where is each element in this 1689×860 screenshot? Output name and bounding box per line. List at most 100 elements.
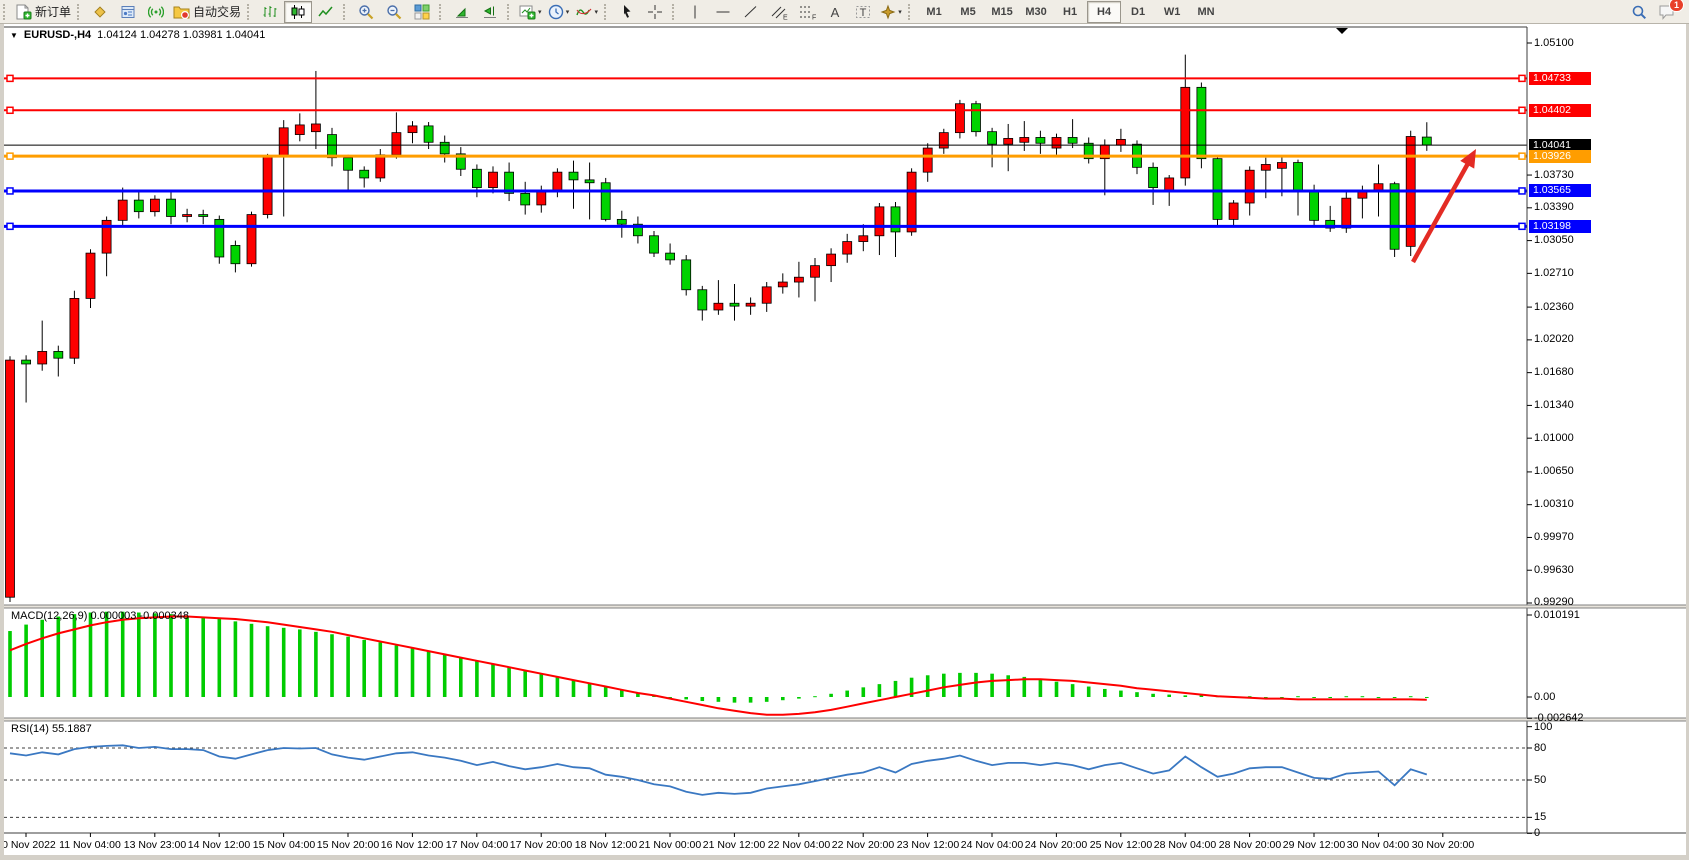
price-axis-tick[interactable]: 1.01000 xyxy=(1534,432,1574,444)
price-axis-tick[interactable]: 0.99630 xyxy=(1534,564,1574,576)
chart-line-button[interactable] xyxy=(312,1,340,23)
timeframe-h1-button[interactable]: H1 xyxy=(1063,5,1078,18)
pivot-line[interactable] xyxy=(4,152,1527,160)
price-axis-tick[interactable]: 1.03390 xyxy=(1534,201,1574,213)
notifications-button[interactable]: 1 xyxy=(1653,0,1684,23)
timeframe-m1-button[interactable]: M1 xyxy=(926,5,942,18)
cursor-button[interactable] xyxy=(613,1,641,23)
timeframe-m5-button[interactable]: M5 xyxy=(960,5,976,18)
timeframe-d1-button[interactable]: D1 xyxy=(1131,5,1146,18)
fibonacci-button[interactable]: F xyxy=(793,1,821,23)
time-axis-label[interactable]: 28 Nov 20:00 xyxy=(1218,839,1282,851)
market-watch-button[interactable] xyxy=(86,1,114,23)
price-axis-tick[interactable]: 1.02360 xyxy=(1534,301,1574,313)
crosshair-button[interactable] xyxy=(641,1,669,23)
search-button[interactable] xyxy=(1625,1,1653,23)
price-axis-tick[interactable]: 0.99290 xyxy=(1534,596,1574,608)
macd-axis-tick[interactable]: -0.002642 xyxy=(1534,712,1584,724)
arrows-button[interactable]: ▾ xyxy=(877,1,905,23)
time-axis-label[interactable]: 30 Nov 20:00 xyxy=(1411,839,1475,851)
price-axis-tick[interactable]: 1.01340 xyxy=(1534,399,1574,411)
time-axis-label[interactable]: 24 Nov 20:00 xyxy=(1024,839,1088,851)
timeframe-h4-button[interactable]: H4 xyxy=(1087,0,1122,23)
rsi-axis-tick[interactable]: 0 xyxy=(1534,827,1541,839)
resistance-line-1[interactable] xyxy=(4,74,1527,83)
chart-canvas[interactable] xyxy=(0,23,1689,860)
time-axis-label[interactable]: 22 Nov 20:00 xyxy=(831,839,895,851)
price-axis-tick[interactable]: 0.99970 xyxy=(1534,531,1574,543)
time-axis-label[interactable]: 18 Nov 12:00 xyxy=(574,839,638,851)
price-axis-tick[interactable]: 1.03730 xyxy=(1534,169,1574,181)
trend-arrow[interactable] xyxy=(1411,149,1476,264)
time-axis-label[interactable]: 15 Nov 20:00 xyxy=(316,839,380,851)
time-axis-label[interactable]: 22 Nov 04:00 xyxy=(767,839,831,851)
rsi-axis-tick[interactable]: 80 xyxy=(1534,742,1547,754)
vertical-line-button[interactable] xyxy=(681,1,709,23)
equidistant-channel-button[interactable]: E xyxy=(765,1,793,23)
zoom-out-button[interactable] xyxy=(380,1,408,23)
time-axis-label[interactable]: 14 Nov 12:00 xyxy=(187,839,251,851)
time-axis-label[interactable]: 17 Nov 20:00 xyxy=(509,839,573,851)
indicators-button[interactable]: ▾ xyxy=(573,1,602,23)
timeframe-w1-button[interactable]: W1 xyxy=(1163,5,1181,18)
dropdown-arrow-icon[interactable]: ▾ xyxy=(594,8,599,16)
horizontal-line-button[interactable] xyxy=(709,1,737,23)
trendline-button[interactable] xyxy=(737,1,765,23)
price-axis-tick[interactable]: 1.00650 xyxy=(1534,465,1574,477)
time-axis-label[interactable]: 21 Nov 00:00 xyxy=(638,839,702,851)
time-axis-label[interactable]: 13 Nov 23:00 xyxy=(123,839,187,851)
timeframe-m30-button[interactable]: M30 xyxy=(1025,5,1047,18)
fibonacci-icon: F xyxy=(799,4,816,20)
macd-axis-tick[interactable]: 0.00 xyxy=(1534,691,1556,703)
new-chart-icon xyxy=(519,4,536,20)
time-axis-label[interactable]: 30 Nov 04:00 xyxy=(1346,839,1410,851)
price-axis-tick[interactable]: 1.01680 xyxy=(1534,366,1574,378)
price-axis-tick[interactable]: 1.02710 xyxy=(1534,267,1574,279)
support-line-2[interactable] xyxy=(4,222,1527,231)
time-axis-label[interactable]: 24 Nov 04:00 xyxy=(960,839,1024,851)
macd-axis-tick[interactable]: 0.010191 xyxy=(1534,609,1580,621)
tile-windows-button[interactable] xyxy=(408,1,436,23)
panel-splitter-main-macd[interactable] xyxy=(0,604,1686,609)
navigator-button[interactable] xyxy=(114,1,142,23)
auto-scroll-button[interactable] xyxy=(448,1,476,23)
price-axis-tick[interactable]: 1.03050 xyxy=(1534,234,1574,246)
resistance-line-2[interactable] xyxy=(4,106,1527,115)
time-axis-label[interactable]: 29 Nov 12:00 xyxy=(1282,839,1346,851)
time-axis-label[interactable]: 10 Nov 2022 xyxy=(0,839,56,851)
time-axis-label[interactable]: 17 Nov 04:00 xyxy=(445,839,509,851)
periods-button[interactable]: ▾ xyxy=(545,1,573,23)
chart-bars-button[interactable] xyxy=(256,1,284,23)
chart-candles-button[interactable] xyxy=(284,0,313,23)
price-axis-tick[interactable]: 1.05100 xyxy=(1534,37,1574,49)
time-axis-label[interactable]: 16 Nov 12:00 xyxy=(380,839,444,851)
zoom-in-button[interactable] xyxy=(352,1,380,23)
new-chart-button[interactable]: ▾ xyxy=(516,1,545,23)
time-axis-label[interactable]: 15 Nov 04:00 xyxy=(252,839,316,851)
timeframe-mn-button[interactable]: MN xyxy=(1197,5,1215,18)
time-axis-label[interactable]: 23 Nov 12:00 xyxy=(896,839,960,851)
dropdown-arrow-icon[interactable]: ▾ xyxy=(538,8,542,16)
chart-menu-icon[interactable]: ▼ xyxy=(10,30,18,40)
time-axis-label[interactable]: 11 Nov 04:00 xyxy=(59,839,121,851)
chart-shift-button[interactable] xyxy=(476,1,504,23)
text-button[interactable]: A xyxy=(821,1,849,23)
timeframe-m15-button[interactable]: M15 xyxy=(991,5,1013,18)
rsi-axis-tick[interactable]: 50 xyxy=(1534,774,1547,786)
support-line-1[interactable] xyxy=(4,187,1527,195)
label-button[interactable]: T xyxy=(849,1,877,23)
dropdown-arrow-icon[interactable]: ▾ xyxy=(565,8,570,16)
new-order-button[interactable]: 新订单 xyxy=(12,1,74,23)
dropdown-arrow-icon[interactable]: ▾ xyxy=(898,8,902,16)
price-axis-tick[interactable]: 1.00310 xyxy=(1534,498,1574,510)
time-axis-label[interactable]: 21 Nov 12:00 xyxy=(702,839,766,851)
price-axis-tick[interactable]: 1.02020 xyxy=(1534,333,1574,345)
auto-trading-button[interactable]: 自动交易 xyxy=(170,1,244,23)
panel-splitter-macd-rsi[interactable] xyxy=(0,717,1686,722)
rsi-axis-tick[interactable]: 100 xyxy=(1534,721,1553,733)
rsi-axis-tick[interactable]: 15 xyxy=(1534,811,1547,823)
time-axis-label[interactable]: 28 Nov 04:00 xyxy=(1153,839,1217,851)
chart-shift-marker[interactable] xyxy=(1336,28,1348,34)
time-axis-label[interactable]: 25 Nov 12:00 xyxy=(1089,839,1153,851)
signals-button[interactable] xyxy=(142,1,170,23)
